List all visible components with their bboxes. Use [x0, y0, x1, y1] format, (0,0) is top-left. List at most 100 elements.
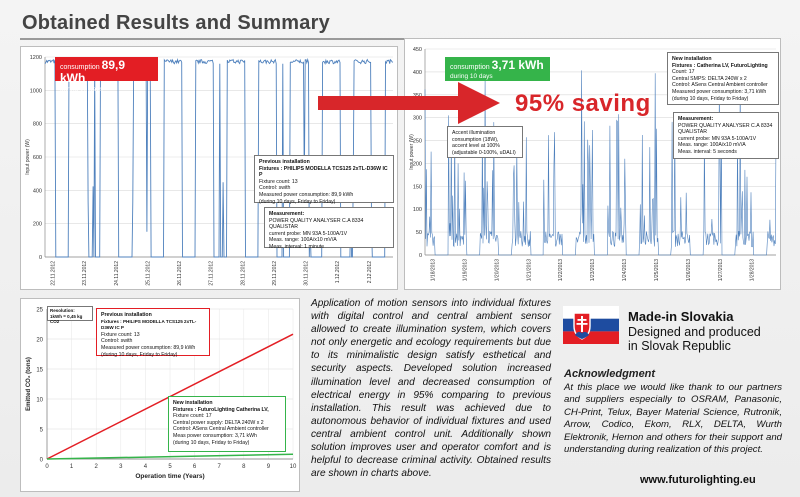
x-tick-label: 22.11.2012: [50, 261, 56, 286]
co2-new-measured: Meas power consumption: 3,71 kWh: [173, 432, 257, 439]
website-link[interactable]: www.futurolighting.eu: [640, 474, 756, 486]
designed-label-2: in Slovak Republic: [628, 339, 731, 353]
right-new-period: (during 10 days, Friday to Friday): [672, 95, 749, 102]
y-tick-label: 20: [36, 338, 43, 344]
right-consumption-duration: during 10 days: [450, 73, 493, 80]
x-tick-label: 25.11.2012: [145, 261, 151, 286]
accent-l2: consumption (18W),: [452, 136, 499, 143]
made-in-block: Made-in Slovakia Designed and produced i…: [628, 309, 761, 354]
left-power-chart: 0 200 400 600 800 1000 1200 22.11.2012 23.11.201…: [25, 55, 394, 286]
co2-new-period: (during 10 days, Friday to Friday): [173, 439, 250, 446]
co2-prev-control: Control: swith: [101, 338, 133, 345]
co2-prev-period: (during 10 days, Friday to Friday): [101, 351, 178, 358]
co2-new-count: Fixture count: 17: [173, 413, 212, 420]
right-new-measured: Measured power consumption: 3,71 kWh: [672, 88, 767, 95]
y-axis-title: Emitted CO₂ (tons): [26, 357, 32, 411]
left-consumption-value: 89,9 kWh: [60, 58, 126, 85]
right-consumption-badge: consumption 3,71 kWh during 10 days: [445, 57, 550, 81]
saving-arrow-icon: [318, 82, 500, 124]
y-tick-label: 350: [413, 93, 422, 99]
made-in-label: Made-in Slovakia: [628, 309, 734, 324]
x-tick-label: 7: [218, 464, 222, 470]
right-new-installation-box: New installation Fixtures : Catherina LV…: [667, 52, 779, 105]
y-tick-label: 150: [413, 184, 422, 190]
acknowledgment-title: Acknowledgment: [564, 368, 656, 380]
y-tick-label: 250: [413, 139, 422, 145]
y-tick-label: 1200: [30, 55, 42, 61]
x-tick-label: 3: [119, 464, 123, 470]
y-tick-label: 0: [39, 255, 42, 261]
x-tick-label: 4: [144, 464, 148, 470]
y-axis-title: Input power (W): [25, 139, 31, 175]
left-prev-measured: Measured power consumption: 89,9 kWh: [259, 191, 354, 198]
left-prev-control: Control: swith: [259, 185, 291, 192]
left-meas-l4: Meas. interval: 1 minute: [269, 243, 325, 250]
x-tick-label: 1/28/2013: [750, 259, 756, 281]
saving-label: 95% saving: [515, 90, 651, 117]
y-tick-label: 450: [413, 47, 422, 53]
co2-resolution-value: 1kWh = 0,45 kg CO2: [50, 313, 83, 325]
right-consumption-label: consumption: [450, 64, 490, 71]
x-tick-label: 2: [95, 464, 99, 470]
x-tick-label: 24.11.2012: [114, 261, 120, 286]
y-tick-label: 1000: [30, 88, 42, 94]
power-series-line: [424, 70, 777, 256]
x-tick-label: 1/22/2013: [558, 259, 564, 281]
x-axis-title: Operation time (Years): [135, 473, 204, 480]
left-measurement-box: Measurement: POWER QUALITY ANALYSER C.A …: [264, 207, 394, 250]
y-tick-label: 15: [36, 368, 43, 374]
right-meas-l5: Meas. interval: 5 seconds: [678, 148, 737, 155]
y-tick-label: 200: [33, 222, 42, 228]
left-consumption-label: consumption: [60, 64, 100, 71]
y-tick-label: 25: [36, 308, 43, 314]
y-tick-label: 800: [33, 122, 42, 128]
right-new-control: Control: ASens Central Ambient controlle…: [672, 82, 768, 89]
x-tick-label: 2.12.2012: [367, 261, 373, 283]
y-tick-label: 0: [40, 458, 44, 464]
y-axis-title: Input power (W): [409, 134, 415, 170]
x-tick-label: 1/27/2013: [718, 259, 724, 281]
right-measurement-box: Measurement: POWER QUALITY ANALYSER C.A …: [673, 112, 779, 159]
accent-l4: (adjustable 0-100%, uDALI): [452, 149, 516, 156]
right-meas-l1: POWER QUALITY ANALYSER C.A 8334: [678, 122, 773, 129]
x-tick-label: 1/24/2013: [622, 259, 628, 281]
x-tick-label: 8: [242, 464, 246, 470]
new-co2-line: [46, 453, 294, 460]
right-new-fixtures: Fixtures : Catherina LV, FuturoLighting: [672, 62, 768, 69]
slovakia-flag-icon: [563, 306, 619, 344]
left-meas-l1: POWER QUALITY ANALYSER C.A 8334 QUALISTA…: [269, 217, 364, 231]
y-tick-label: 400: [413, 70, 422, 76]
accent-illumination-box: Accent illumination consumption (18W), a…: [447, 126, 523, 158]
x-tick-label: 23.11.2012: [82, 261, 88, 286]
right-meas-l4: Meas. range: 100A/x10 mV/A: [678, 142, 746, 149]
co2-previous-box: Previous installation Fixtures : PHILIPS…: [96, 308, 210, 358]
co2-new-control: Control: ASens Central Ambient controlle…: [173, 426, 269, 433]
x-tick-label: 6: [193, 464, 197, 470]
left-prev-fixtures: Fixtures : PHILIPS MODELLA TCS125 2xTL-D…: [259, 165, 388, 179]
right-new-smps: Central SMPS: DELTA 240W x 2: [672, 75, 747, 82]
left-meas-l3: Meas. range: 100A/x10 mV/A: [269, 237, 337, 244]
left-previous-installation-box: Previous installation Fixtures : PHILIPS…: [254, 155, 394, 205]
x-tick-label: 28.11.2012: [240, 261, 246, 286]
co2-prev-measured: Measured power consumption: 89,9 kWh: [101, 344, 196, 351]
page-title: Obtained Results and Summary: [22, 12, 330, 34]
designed-label: Designed and produced: [628, 324, 761, 339]
co2-new-title: New installation: [173, 400, 213, 406]
left-consumption-badge: consumption 89,9 kWh during 10 days: [55, 57, 158, 93]
left-consumption-duration: during 10 days: [60, 86, 103, 93]
y-tick-label: 50: [416, 230, 422, 236]
y-tick-label: 300: [413, 116, 422, 122]
y-tick-label: 400: [33, 188, 42, 194]
left-meas-title: Measurement:: [269, 211, 305, 217]
right-new-count: Count: 17: [672, 69, 695, 76]
x-tick-label: 9: [267, 464, 271, 470]
co2-prev-fixtures: Fixtures : PHILIPS MODELLA TCS125 2xTL-D…: [101, 318, 197, 331]
x-tick-label: 1: [70, 464, 74, 470]
x-tick-label: 5: [168, 464, 172, 470]
right-new-title: New installation: [672, 56, 712, 62]
x-tick-label: 1/26/2013: [686, 259, 692, 281]
co2-prev-title: Previous installation: [101, 312, 152, 318]
x-tick-label: 26.11.2012: [177, 261, 183, 286]
co2-emission-chart: 0 5 10 15 20 25 0 1 2 3 4 5 6 7 8 9 10 Operation time (Ye…: [26, 308, 297, 481]
y-tick-label: 600: [33, 155, 42, 161]
